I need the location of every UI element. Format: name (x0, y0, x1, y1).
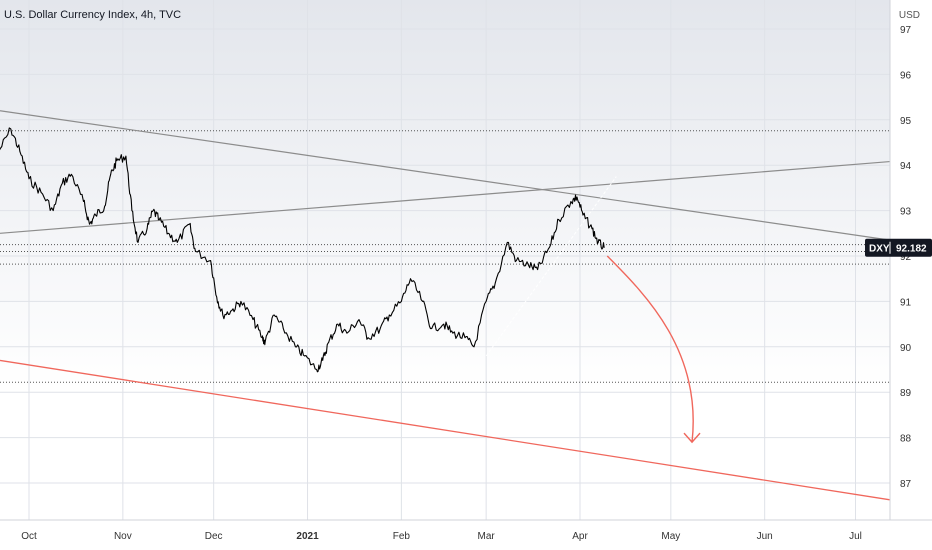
price-line (0, 127, 605, 373)
forecast-arrowhead (683, 432, 701, 444)
support-trendline (0, 359, 891, 501)
time-tick-label: May (661, 531, 680, 542)
price-tick-label: 88 (900, 434, 912, 445)
ascending-trendline (0, 160, 891, 234)
price-axis[interactable]: 87 88 89 90 91 92 93 94 95 96 97 (900, 25, 912, 490)
price-series (0, 127, 605, 373)
price-tick-label: 91 (900, 297, 912, 308)
price-tick-label: 90 (900, 343, 912, 354)
chart-title: U.S. Dollar Currency Index, 4h, TVC (4, 9, 182, 21)
grid-lines (0, 0, 890, 520)
time-tick-label: Oct (21, 531, 37, 542)
currency-label: USD (898, 10, 920, 21)
time-tick-label: Mar (478, 531, 496, 542)
time-tick-label: Apr (572, 531, 588, 542)
price-tick-label: 87 (900, 479, 912, 490)
trend-lines (0, 110, 891, 501)
last-price-badge: DXY 92.182 (865, 238, 932, 257)
badge-price: 92.182 (896, 244, 927, 255)
time-tick-label: 2021 (296, 531, 319, 542)
price-tick-label: 93 (900, 207, 912, 218)
time-axis[interactable]: Oct Nov Dec 2021 Feb Mar Apr May Jun Jul (21, 531, 862, 542)
descending-trendline (0, 110, 891, 241)
badge-box (865, 238, 932, 257)
forecast-curve (606, 255, 694, 443)
price-tick-label: 96 (900, 70, 912, 81)
plot-background (0, 0, 890, 520)
time-tick-label: Jul (849, 531, 862, 542)
badge-symbol: DXY (869, 244, 890, 255)
channel-line (485, 176, 617, 357)
horizontal-levels (0, 130, 890, 383)
price-axis-background (890, 0, 932, 520)
time-tick-label: Nov (114, 531, 132, 542)
time-tick-label: Dec (205, 531, 223, 542)
time-tick-label: Jun (757, 531, 773, 542)
price-tick-label: 97 (900, 25, 912, 36)
price-tick-label: 95 (900, 116, 912, 127)
price-tick-label: 89 (900, 388, 912, 399)
price-tick-label: 92 (900, 252, 912, 263)
price-tick-label: 94 (900, 161, 912, 172)
forecast-arrow (606, 255, 701, 444)
time-tick-label: Feb (393, 531, 411, 542)
